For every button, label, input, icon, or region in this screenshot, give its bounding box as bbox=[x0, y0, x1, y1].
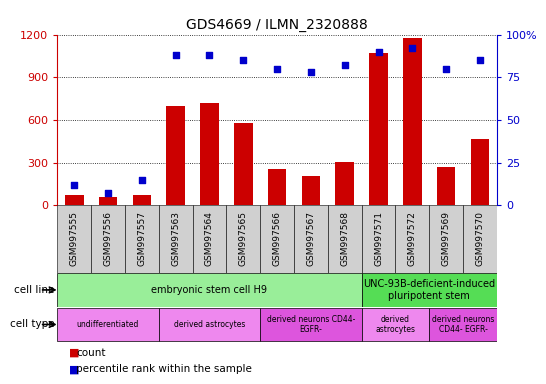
Text: GSM997565: GSM997565 bbox=[239, 211, 248, 266]
Text: derived neurons
CD44- EGFR-: derived neurons CD44- EGFR- bbox=[432, 315, 494, 334]
Text: GSM997555: GSM997555 bbox=[70, 211, 79, 266]
Text: derived astrocytes: derived astrocytes bbox=[174, 320, 245, 329]
Point bbox=[171, 52, 180, 58]
Bar bbox=[234, 123, 253, 205]
Bar bbox=[125, 205, 159, 273]
Text: ■: ■ bbox=[69, 364, 80, 374]
Bar bbox=[227, 205, 260, 273]
Point bbox=[408, 45, 417, 51]
Bar bbox=[361, 308, 429, 341]
Bar bbox=[57, 308, 159, 341]
Text: count: count bbox=[76, 348, 106, 358]
Bar bbox=[437, 167, 455, 205]
Text: GSM997571: GSM997571 bbox=[374, 211, 383, 266]
Bar bbox=[328, 205, 361, 273]
Text: cell line: cell line bbox=[14, 285, 55, 295]
Bar bbox=[403, 38, 422, 205]
Text: ■: ■ bbox=[69, 348, 80, 358]
Bar bbox=[463, 205, 497, 273]
Text: percentile rank within the sample: percentile rank within the sample bbox=[76, 364, 252, 374]
Text: derived neurons CD44-
EGFR-: derived neurons CD44- EGFR- bbox=[266, 315, 355, 334]
Point bbox=[306, 69, 315, 75]
Point bbox=[374, 48, 383, 55]
Text: GSM997569: GSM997569 bbox=[442, 211, 450, 266]
Point bbox=[205, 52, 214, 58]
Point bbox=[476, 57, 484, 63]
Bar bbox=[91, 205, 125, 273]
Bar bbox=[133, 195, 151, 205]
Point bbox=[442, 66, 450, 72]
Bar bbox=[429, 308, 497, 341]
Point bbox=[138, 177, 146, 183]
Bar bbox=[268, 169, 287, 205]
Text: GSM997567: GSM997567 bbox=[306, 211, 316, 266]
Bar bbox=[200, 103, 219, 205]
Bar bbox=[301, 175, 320, 205]
Point bbox=[239, 57, 248, 63]
Bar bbox=[65, 195, 84, 205]
Bar bbox=[335, 162, 354, 205]
Point bbox=[273, 66, 282, 72]
Text: embryonic stem cell H9: embryonic stem cell H9 bbox=[151, 285, 268, 295]
Text: GSM997572: GSM997572 bbox=[408, 211, 417, 266]
Bar bbox=[57, 205, 91, 273]
Bar bbox=[159, 205, 193, 273]
Point bbox=[340, 62, 349, 68]
Bar bbox=[193, 205, 227, 273]
Text: GSM997564: GSM997564 bbox=[205, 211, 214, 266]
Bar bbox=[429, 205, 463, 273]
Text: GSM997557: GSM997557 bbox=[138, 211, 146, 266]
Bar bbox=[99, 197, 117, 205]
Bar bbox=[167, 106, 185, 205]
Point bbox=[104, 190, 112, 197]
Bar bbox=[395, 205, 429, 273]
Text: derived
astrocytes: derived astrocytes bbox=[376, 315, 416, 334]
Title: GDS4669 / ILMN_2320888: GDS4669 / ILMN_2320888 bbox=[186, 18, 368, 32]
Bar bbox=[260, 205, 294, 273]
Bar bbox=[369, 53, 388, 205]
Bar bbox=[260, 308, 361, 341]
Bar bbox=[471, 139, 489, 205]
Bar bbox=[294, 205, 328, 273]
Bar bbox=[361, 205, 395, 273]
Point bbox=[70, 182, 79, 188]
Bar bbox=[159, 308, 260, 341]
Text: GSM997566: GSM997566 bbox=[272, 211, 282, 266]
Text: GSM997570: GSM997570 bbox=[476, 211, 484, 266]
Text: UNC-93B-deficient-induced
pluripotent stem: UNC-93B-deficient-induced pluripotent st… bbox=[363, 279, 495, 301]
Bar bbox=[57, 273, 361, 306]
Text: GSM997563: GSM997563 bbox=[171, 211, 180, 266]
Text: GSM997568: GSM997568 bbox=[340, 211, 349, 266]
Text: cell type: cell type bbox=[10, 319, 55, 329]
Text: undifferentiated: undifferentiated bbox=[77, 320, 139, 329]
Text: GSM997556: GSM997556 bbox=[104, 211, 112, 266]
Bar bbox=[361, 273, 497, 306]
